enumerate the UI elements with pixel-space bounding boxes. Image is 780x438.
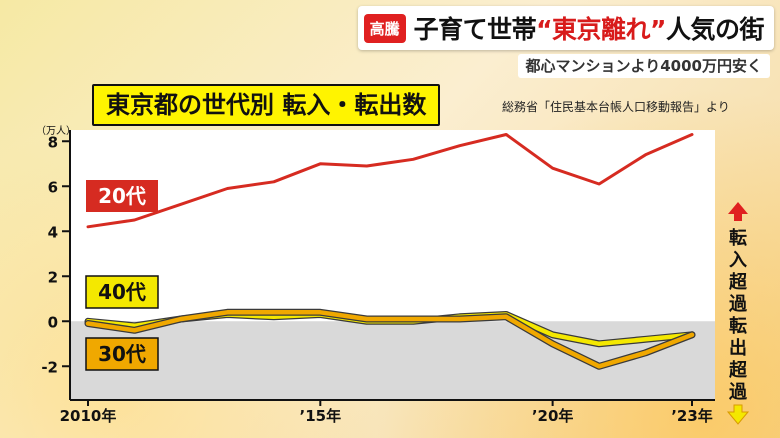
- program-badge: 高騰: [363, 13, 406, 43]
- series-line: [85, 310, 695, 369]
- headline-highlight: “東京離れ”: [536, 15, 666, 44]
- series-line: [86, 133, 694, 229]
- source-note: 総務省「住民基本台帳人口移動報告」より: [502, 100, 730, 114]
- x-tick-label: ’15年: [300, 407, 342, 425]
- series-label-box: [86, 180, 158, 212]
- headline-suffix: 人気の街: [665, 15, 765, 44]
- down-arrow-icon: [726, 404, 750, 425]
- series-label: 40代: [98, 280, 146, 304]
- up-arrow-icon: [728, 202, 748, 221]
- outflow-side-label: 転出超過: [726, 316, 750, 432]
- y-tick-label: 2: [48, 268, 58, 286]
- series-label: 20代: [98, 184, 146, 208]
- x-tick-label: ’23年: [671, 407, 713, 425]
- y-tick-label: 4: [48, 223, 58, 241]
- series-label: 30代: [98, 342, 146, 366]
- y-tick-label: 0: [48, 313, 58, 331]
- sub-headline: 都心マンションより4000万円安く: [517, 54, 770, 78]
- x-tick-label: ’20年: [532, 407, 574, 425]
- headline-text: 子育て世帯“東京離れ”人気の街: [413, 10, 765, 46]
- y-tick-label: 6: [48, 178, 58, 196]
- headline-banner: 高騰 子育て世帯“東京離れ”人気の街: [357, 6, 774, 50]
- chart-title: 東京都の世代別 転入・転出数: [92, 84, 441, 126]
- x-tick-label: 2010年: [60, 407, 117, 425]
- inflow-side-label: 転入超過: [726, 200, 750, 316]
- y-tick-label: -2: [41, 358, 58, 376]
- series-label-box: [85, 337, 159, 371]
- out-excess-label: 転出超過: [729, 316, 747, 403]
- y-tick-label: 8: [48, 133, 58, 151]
- series-label-box: [85, 275, 159, 309]
- y-axis-unit: （万人）: [36, 125, 76, 137]
- headline-prefix: 子育て世帯: [413, 15, 537, 44]
- in-excess-label: 転入超過: [729, 228, 747, 315]
